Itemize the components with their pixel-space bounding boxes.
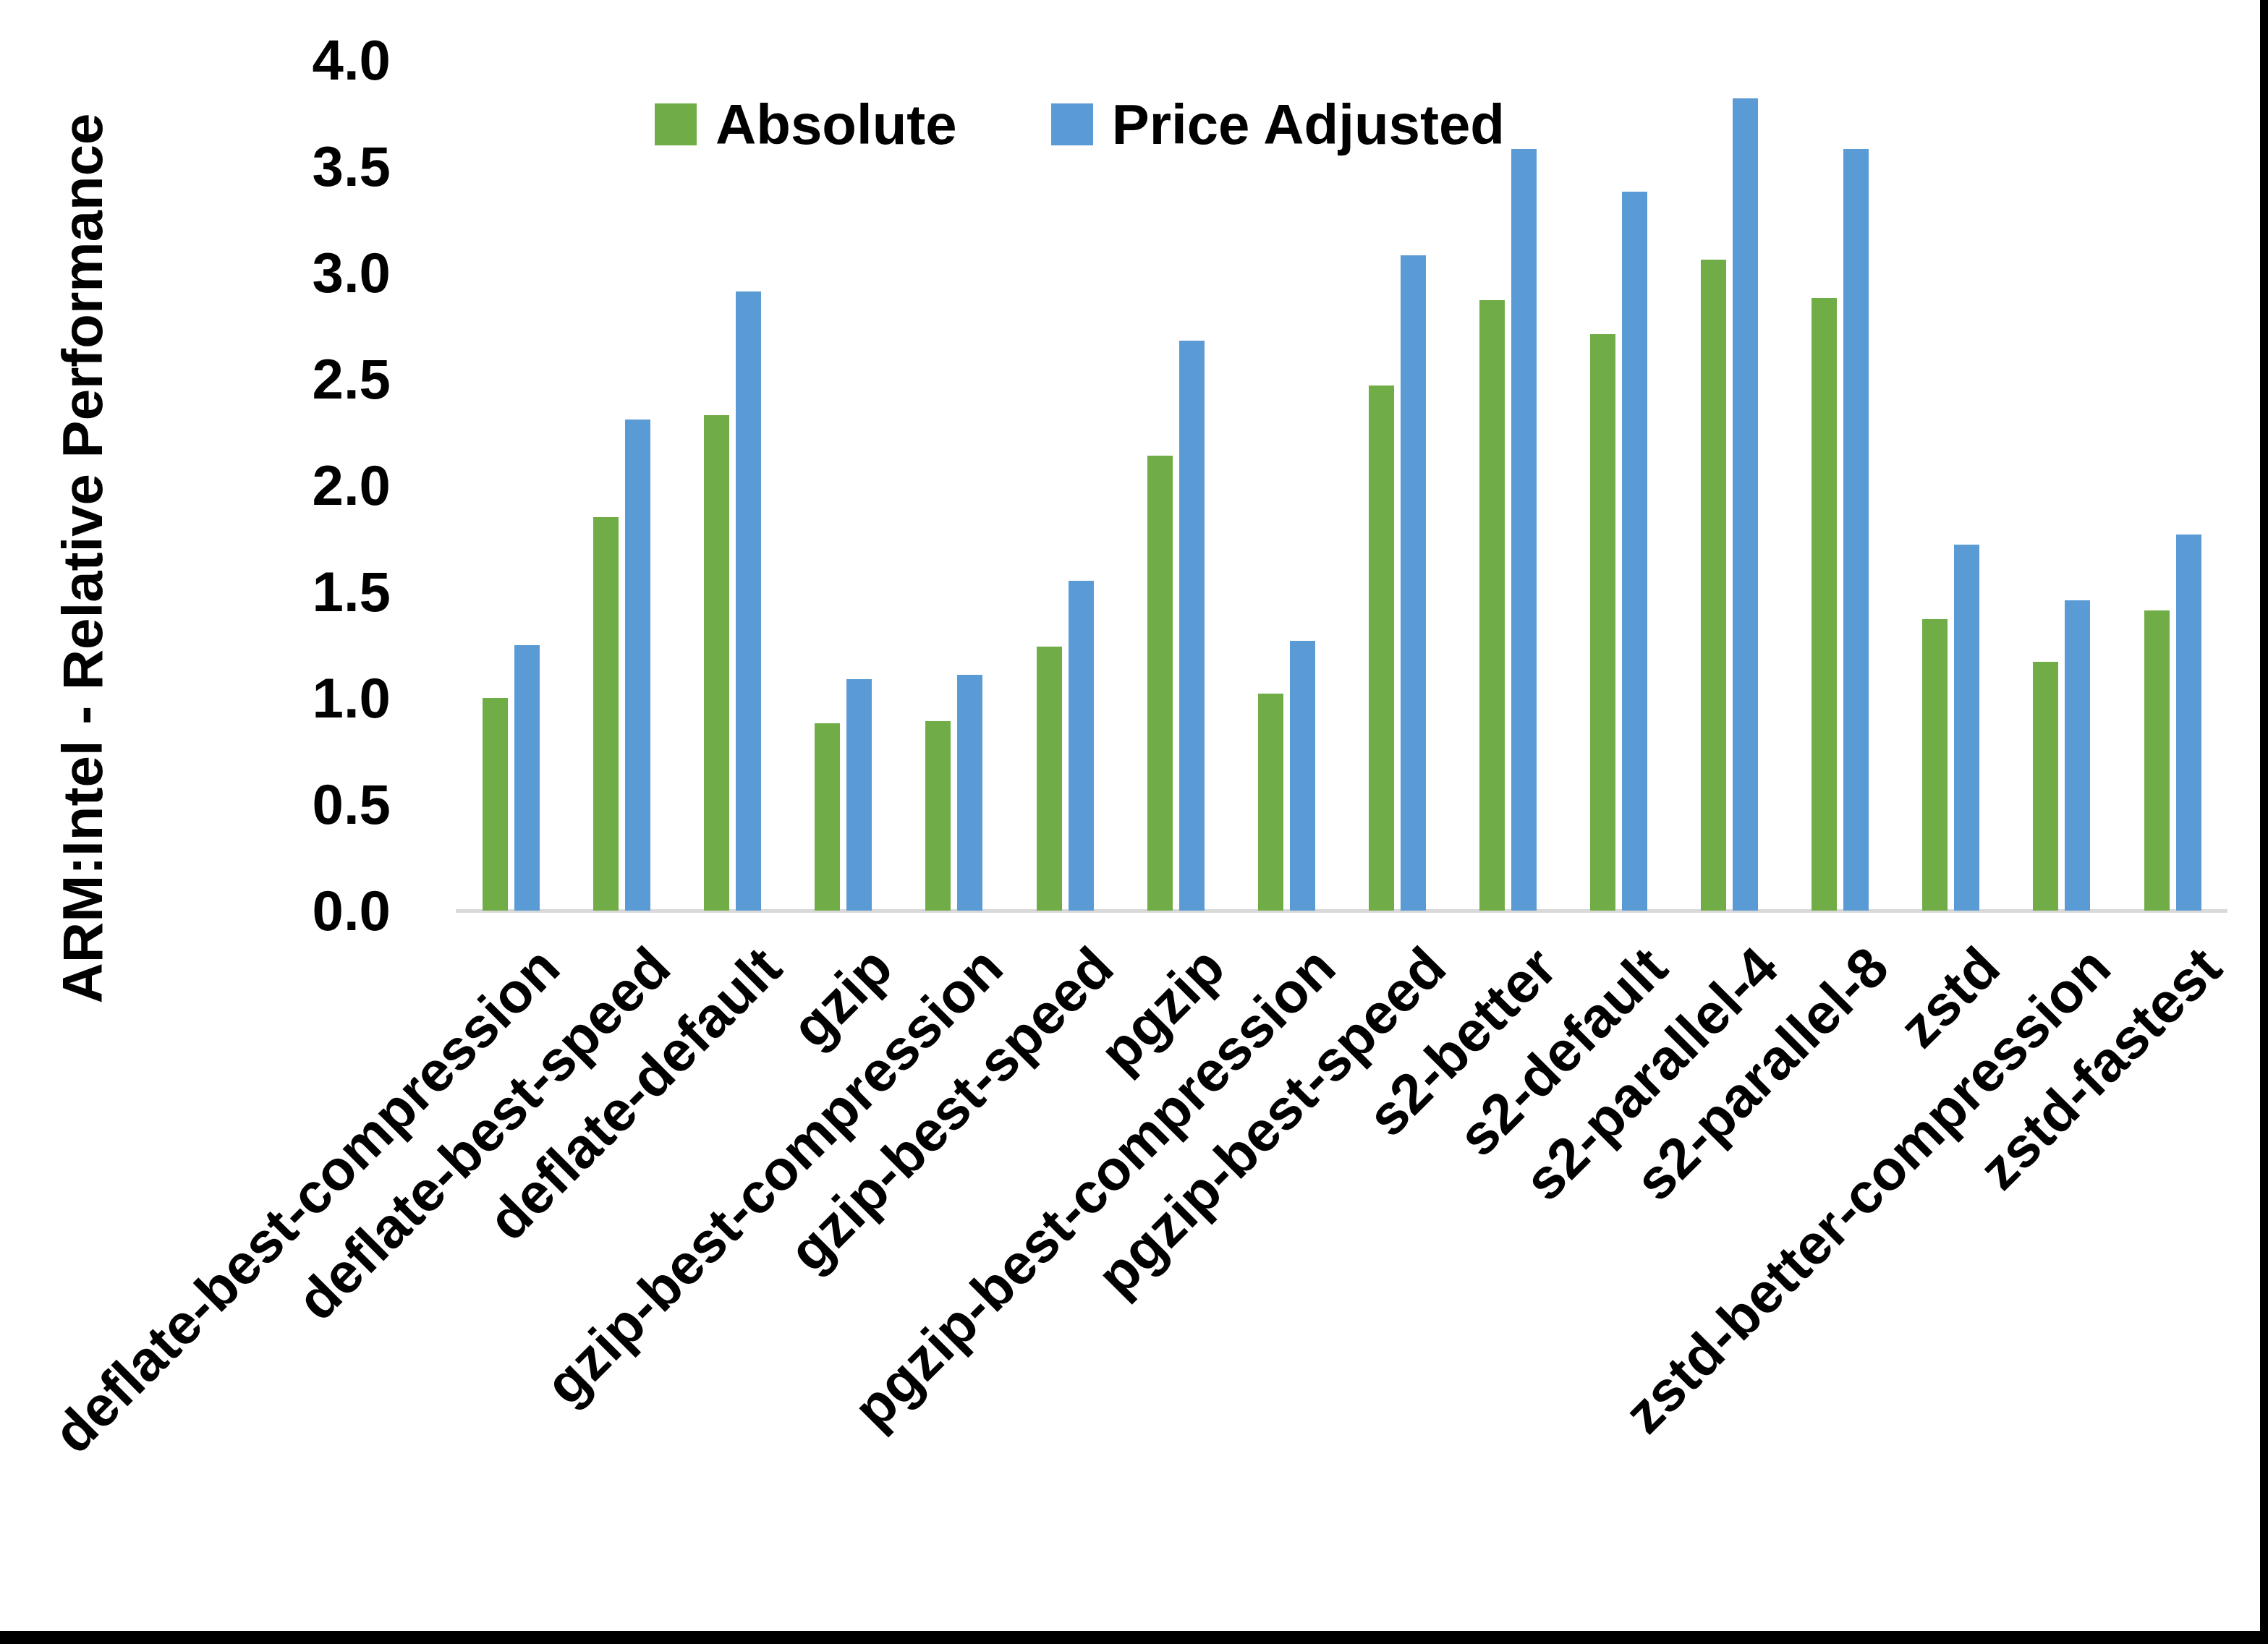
image-border-right [2260,0,2268,1644]
bar-absolute-deflate-best-compression [483,698,508,911]
bar-absolute-s2-better [1479,300,1505,911]
bar-absolute-gzip [815,723,840,911]
y-tick-label: 1.5 [217,563,391,620]
bar-price-adjusted-pgzip-best-compression [1290,641,1315,911]
bar-price-adjusted-pgzip-best-speed [1401,255,1426,911]
y-tick-label: 2.0 [217,457,391,514]
y-tick-label: 4.0 [217,32,391,88]
legend: Absolute Price Adjusted [655,96,1505,153]
legend-swatch-price-adjusted [1051,103,1093,145]
y-tick-label: 0.0 [217,882,391,939]
bar-absolute-zstd-fastest [2144,610,2170,911]
bar-absolute-s2-parallel-4 [1701,260,1726,911]
bar-price-adjusted-s2-parallel-4 [1733,98,1758,911]
bar-price-adjusted-deflate-best-compression [514,645,540,911]
bar-absolute-deflate-best-speed [593,517,619,911]
bar-absolute-pgzip [1147,456,1173,911]
bar-price-adjusted-pgzip [1179,341,1205,911]
bar-price-adjusted-zstd-fastest [2176,534,2201,911]
legend-swatch-absolute [655,103,697,145]
bar-price-adjusted-s2-default [1622,192,1647,911]
bar-absolute-zstd-better-compression [2033,662,2058,911]
bar-absolute-s2-parallel-8 [1812,298,1837,911]
legend-label-price-adjusted: Price Adjusted [1112,96,1505,153]
bar-price-adjusted-deflate-best-speed [625,419,650,911]
bar-price-adjusted-gzip-best-speed [1069,581,1094,911]
bar-chart-figure: ARM:Intel - Relative Performance 0.0 0.5 1… [0,0,2268,1644]
legend-label-absolute: Absolute [715,96,957,153]
bar-absolute-s2-default [1590,334,1615,911]
bar-price-adjusted-s2-parallel-8 [1843,149,1869,911]
bar-absolute-zstd [1922,619,1948,911]
y-axis-title: ARM:Intel - Relative Performance [50,114,116,1004]
bar-absolute-deflate-default [704,415,729,911]
bar-price-adjusted-deflate-default [736,291,761,911]
bar-absolute-gzip-best-compression [925,721,951,911]
bar-absolute-pgzip-best-compression [1258,694,1283,911]
bar-price-adjusted-s2-better [1511,149,1537,911]
bar-absolute-gzip-best-speed [1037,647,1062,911]
bar-price-adjusted-gzip-best-compression [957,675,982,911]
bar-price-adjusted-zstd [1954,545,1979,911]
y-tick-label: 1.0 [217,670,391,726]
bar-absolute-pgzip-best-speed [1369,386,1394,911]
y-tick-label: 0.5 [217,776,391,832]
bar-price-adjusted-gzip [846,679,872,911]
image-border-bottom [0,1631,2268,1644]
y-tick-label: 3.0 [217,244,391,301]
y-tick-label: 3.5 [217,138,391,195]
bar-price-adjusted-zstd-better-compression [2065,600,2090,911]
y-tick-label: 2.5 [217,351,391,407]
